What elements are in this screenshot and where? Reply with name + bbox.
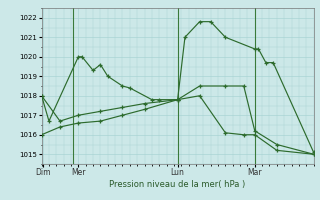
X-axis label: Pression niveau de la mer( hPa ): Pression niveau de la mer( hPa ) xyxy=(109,180,246,189)
